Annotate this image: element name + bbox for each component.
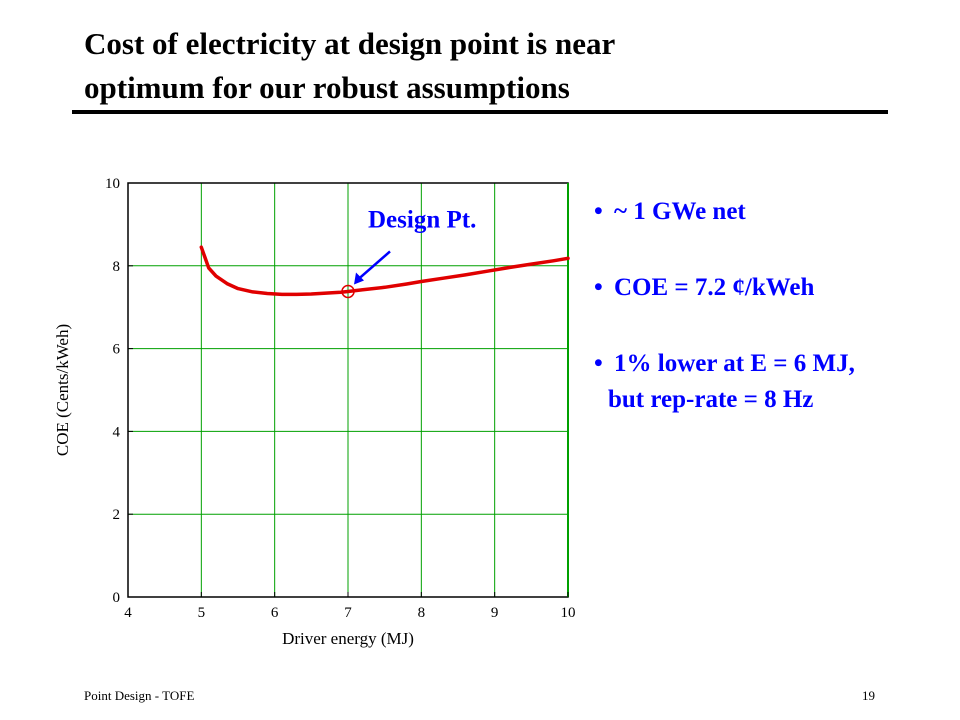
footer-left: Point Design - TOFE	[84, 688, 195, 703]
x-tick-label: 9	[491, 605, 499, 621]
y-tick-label: 8	[113, 259, 121, 275]
x-tick-label: 5	[198, 605, 206, 621]
title-underline	[72, 110, 888, 114]
y-tick-label: 0	[113, 590, 121, 606]
slide-title-line-1: Cost of electricity at design point is n…	[84, 26, 616, 61]
y-tick-label: 2	[113, 507, 121, 523]
bullet-dot: •	[594, 274, 603, 301]
bullet-item: • 1% lower at E = 6 MJ,	[594, 350, 855, 378]
slide-title-line-2: optimum for our robust assumptions	[84, 70, 570, 105]
x-tick-label: 8	[418, 605, 426, 621]
page-number: 19	[862, 688, 875, 703]
x-tick-label: 7	[344, 605, 352, 621]
bullet-dot: •	[594, 198, 603, 225]
x-tick-label: 10	[561, 605, 576, 621]
design-point-label: Design Pt.	[368, 206, 476, 233]
bullet-item: • ~ 1 GWe net	[594, 198, 746, 226]
bullet-item: • COE = 7.2 ¢/kWeh	[594, 274, 814, 302]
design-point-arrow	[357, 250, 391, 281]
x-tick-label: 4	[124, 605, 132, 621]
design-point-arrowhead	[354, 272, 364, 285]
bullet-text: COE = 7.2 ¢/kWeh	[614, 274, 815, 301]
coe-curve	[199, 245, 570, 297]
bullet-continuation: but rep-rate = 8 Hz	[608, 386, 814, 413]
bullet-dot: •	[594, 350, 603, 377]
y-axis-label: COE (Cents/kWeh)	[53, 324, 72, 456]
y-tick-label: 4	[113, 424, 121, 440]
bullet-text: 1% lower at E = 6 MJ,	[614, 350, 855, 377]
x-tick-label: 6	[271, 605, 279, 621]
x-axis-label: Driver energy (MJ)	[282, 629, 414, 648]
y-tick-label: 6	[113, 342, 121, 358]
bullet-text: ~ 1 GWe net	[614, 198, 746, 225]
y-tick-label: 10	[105, 176, 120, 192]
slide-title: Cost of electricity at design point is n…	[84, 22, 904, 110]
